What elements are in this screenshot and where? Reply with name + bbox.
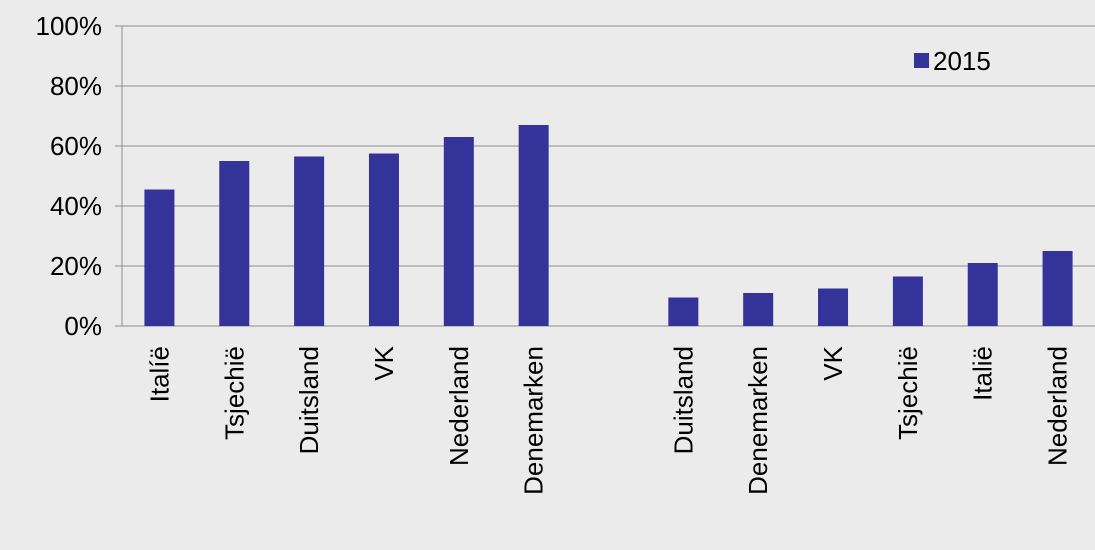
bar: [518, 125, 549, 326]
bar: [967, 263, 998, 326]
x-category-label: VK: [818, 345, 848, 380]
bars: [144, 125, 1073, 326]
x-category-label: Duitsland: [294, 346, 324, 454]
bar: [443, 137, 474, 326]
bar: [818, 288, 849, 326]
x-category-label: Nederland: [1043, 346, 1073, 466]
x-category-label: VK: [369, 345, 399, 380]
y-tick-label: 20%: [50, 251, 102, 281]
bar: [743, 293, 774, 326]
x-category-label: Duitsland: [668, 346, 698, 454]
x-category-label: Tsjechië: [893, 346, 923, 440]
legend-swatch: [914, 53, 929, 68]
axes: [115, 25, 123, 327]
x-category-label: Italíë: [144, 346, 174, 402]
x-category-label: Denemarken: [519, 346, 549, 495]
x-axis-category-labels: Italíë Tsjechië Duitsland VK Nederland Denema…: [144, 345, 1072, 495]
x-category-label: Italië: [968, 346, 998, 401]
x-category-label: Nederland: [444, 346, 474, 466]
gridlines: [122, 25, 1095, 327]
x-category-label: Tsjechië: [219, 346, 249, 440]
bar: [368, 153, 399, 326]
bar: [144, 189, 175, 326]
legend: 2015: [914, 46, 991, 76]
y-tick-label: 40%: [50, 191, 102, 221]
bar: [892, 276, 923, 326]
bar: [668, 297, 699, 326]
y-tick-label: 0%: [64, 311, 102, 341]
y-tick-label: 100%: [36, 11, 103, 41]
bar: [219, 161, 250, 326]
y-axis-tick-labels: 0% 20% 40% 60% 80% 100%: [36, 11, 103, 341]
legend-label: 2015: [933, 46, 991, 76]
bar: [294, 156, 325, 326]
x-category-label: Denemarken: [743, 346, 773, 495]
y-tick-label: 60%: [50, 131, 102, 161]
bar: [1042, 251, 1073, 326]
y-tick-label: 80%: [50, 71, 102, 101]
